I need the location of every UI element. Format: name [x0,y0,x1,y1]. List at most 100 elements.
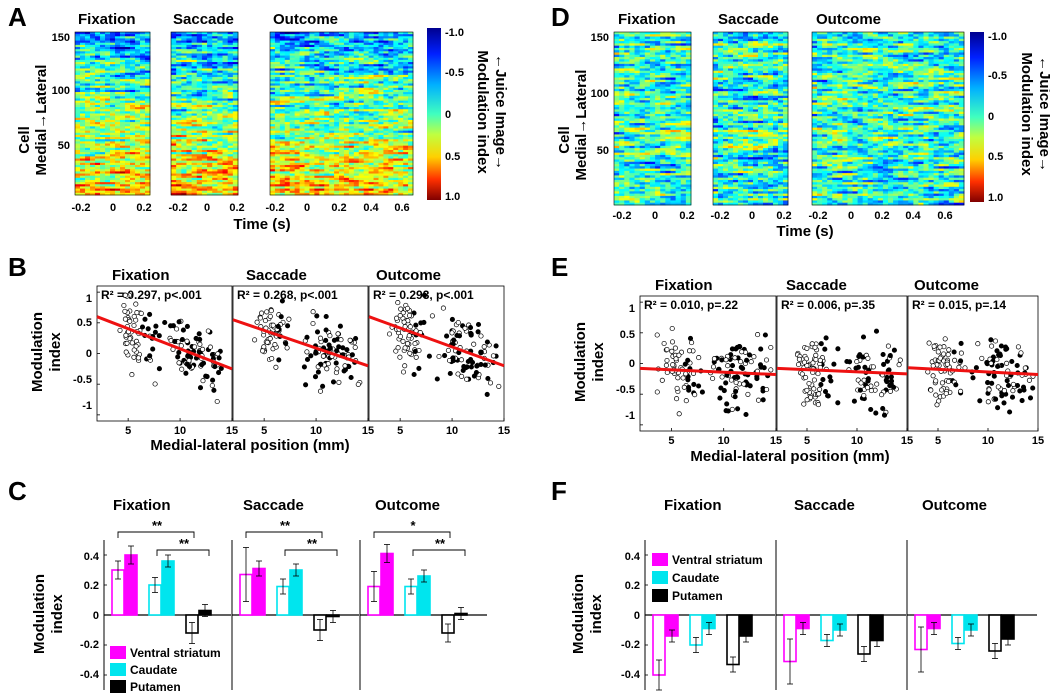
heatmap-cell [274,87,281,91]
heatmap-cell [309,179,315,183]
heatmap-cell [270,55,276,59]
heatmap-cell [368,100,374,104]
heatmap-cell [110,113,116,117]
heatmap-cell [368,85,374,89]
heatmap-cell [222,115,229,119]
heatmap-cell [398,55,404,59]
heatmap-cell [685,54,692,58]
heatmap-cell [675,41,682,44]
heatmap-cell [232,137,239,140]
heatmap-cell [368,77,374,80]
heatmap-cell [363,167,370,170]
heatmap-cell [393,98,399,102]
heatmap-cell [222,42,229,46]
heatmap-cell [629,111,635,115]
heatmap-cell [368,190,374,194]
heatmap-cell [191,92,198,95]
heatmap-cell [80,122,86,125]
heatmap-cell [125,119,131,123]
heatmap-cell [171,98,177,102]
heatmap-cell [660,50,666,53]
heatmap-cell [100,49,106,52]
heatmap-cell [227,128,234,132]
heatmap-cell [232,152,239,155]
heatmap-cell [639,109,646,113]
heatmap-cell [348,100,355,104]
heatmap-cell [319,182,325,185]
heatmap-cell [145,74,151,78]
heatmap-cell [279,124,286,127]
heatmap-cell [329,190,335,194]
heatmap-cell [314,188,320,192]
heatmap-cell [334,81,340,84]
heatmap-cell [135,173,141,177]
heatmap-cell [135,59,141,63]
heatmap-cell [75,152,81,155]
heatmap-cell [135,177,141,181]
heatmap-cell [222,100,229,104]
heatmap-cell [624,123,630,126]
colorbar-a-label: Modulation index [474,50,491,174]
heatmap-cell [196,70,203,74]
heatmap-cell [176,182,182,185]
heatmap-cell [675,102,682,106]
heatmap-cell [378,40,384,44]
heatmap-cell [639,98,646,101]
heatmap-cell [217,141,223,144]
heatmap-cell [343,77,350,80]
heatmap-cell [217,85,223,89]
heatmap-cell [80,188,86,192]
heatmap-cell [80,154,86,157]
heatmap-cell [145,113,151,117]
heatmap-cell [629,59,635,62]
heatmap-cell [339,107,345,110]
heatmap-cell [383,64,389,67]
heatmap-cell [639,47,646,51]
heatmap-cell [314,177,320,181]
heatmap-cell [408,190,414,194]
heatmap-cell [100,177,106,181]
heatmap-cell [309,83,315,87]
heatmap-cell [388,128,394,132]
heatmap-cell [196,167,203,170]
heatmap-cell [314,34,320,37]
heatmap-cell [339,94,345,97]
heatmap-cell [85,160,91,164]
heatmap-cell [284,40,291,44]
heatmap-cell [217,137,223,140]
heatmap-cell [655,45,661,49]
heatmap-cell [105,107,111,110]
heatmap-cell [227,64,234,67]
heatmap-cell [634,125,641,129]
heatmap-cell [90,167,96,170]
heatmap-cell [186,34,193,37]
heatmap-cell [95,100,101,104]
heatmap-cell [358,36,365,39]
heatmap-cell [289,117,296,121]
heatmap-cell [140,175,146,179]
heatmap-cell [373,119,379,123]
heatmap-cell [363,154,370,157]
heatmap-cell [217,70,223,74]
heatmap-cell [665,66,671,69]
heatmap-cell [624,38,630,42]
heatmap-cell [324,124,330,127]
heatmap-cell [660,84,666,88]
heatmap-cell [299,94,305,97]
heatmap-cell [304,109,310,112]
heatmap-cell [294,72,300,76]
heatmap-cell [329,147,335,151]
heatmap-cell [90,139,96,142]
heatmap-cell [75,64,81,67]
heatmap-cell [403,98,409,102]
heatmap-cell [685,75,692,78]
heatmap-cell [135,124,141,127]
heatmap-cell [624,82,630,85]
heatmap-cell [378,182,384,185]
heatmap-cell [314,89,320,93]
heatmap-cell [675,116,682,119]
heatmap-cell [378,72,384,76]
heatmap-cell [279,107,286,110]
heatmap-cell [299,81,305,84]
heatmap-cell [358,130,365,134]
